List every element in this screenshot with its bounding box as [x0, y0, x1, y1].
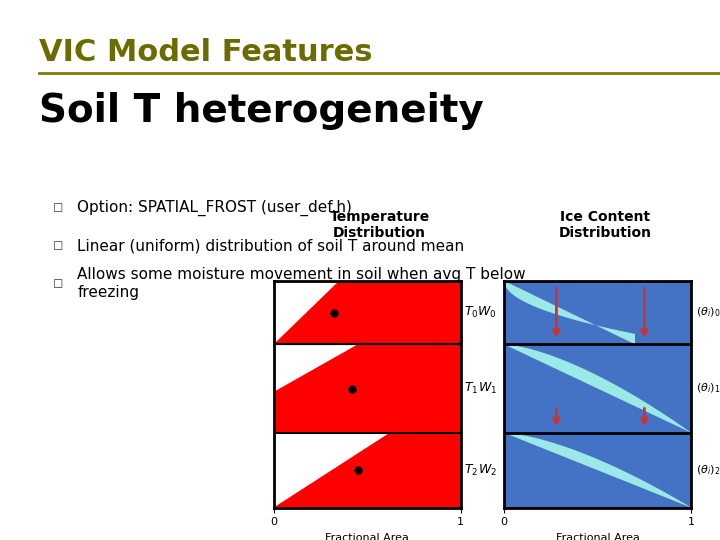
Text: Allows some moisture movement in soil when avg T below
freezing: Allows some moisture movement in soil wh… [77, 267, 526, 300]
Text: Temperature
Distribution: Temperature Distribution [330, 210, 430, 240]
Text: Soil T heterogeneity: Soil T heterogeneity [39, 92, 484, 130]
Polygon shape [274, 281, 461, 345]
Text: $W_2$: $W_2$ [478, 463, 497, 478]
Text: ◻: ◻ [53, 239, 63, 252]
Text: $W_0$: $W_0$ [477, 305, 497, 320]
Text: $(\theta_i)_1$: $(\theta_i)_1$ [696, 382, 720, 395]
Polygon shape [274, 345, 358, 392]
Text: $T_2$: $T_2$ [464, 463, 478, 478]
Text: $(\theta_i)_0$: $(\theta_i)_0$ [696, 306, 720, 319]
Polygon shape [274, 433, 461, 508]
Text: $T_0$: $T_0$ [464, 305, 478, 320]
Text: ◻: ◻ [53, 201, 63, 214]
Polygon shape [274, 433, 461, 508]
Text: $T_1$: $T_1$ [464, 381, 478, 396]
Polygon shape [504, 281, 635, 345]
Text: $W_1$: $W_1$ [477, 381, 497, 396]
Polygon shape [274, 345, 461, 433]
Text: $(\theta_i)_2$: $(\theta_i)_2$ [696, 463, 720, 477]
Polygon shape [504, 433, 691, 508]
Text: Ice Content
Distribution: Ice Content Distribution [559, 210, 652, 240]
Text: Option: SPATIAL_FROST (user_def.h): Option: SPATIAL_FROST (user_def.h) [77, 200, 352, 216]
Polygon shape [504, 345, 691, 433]
Text: VIC Model Features: VIC Model Features [39, 38, 372, 67]
X-axis label: Fractional Area: Fractional Area [556, 533, 639, 540]
Text: ◻: ◻ [53, 277, 63, 290]
Text: Linear (uniform) distribution of soil T around mean: Linear (uniform) distribution of soil T … [77, 238, 464, 253]
X-axis label: Fractional Area: Fractional Area [325, 533, 409, 540]
